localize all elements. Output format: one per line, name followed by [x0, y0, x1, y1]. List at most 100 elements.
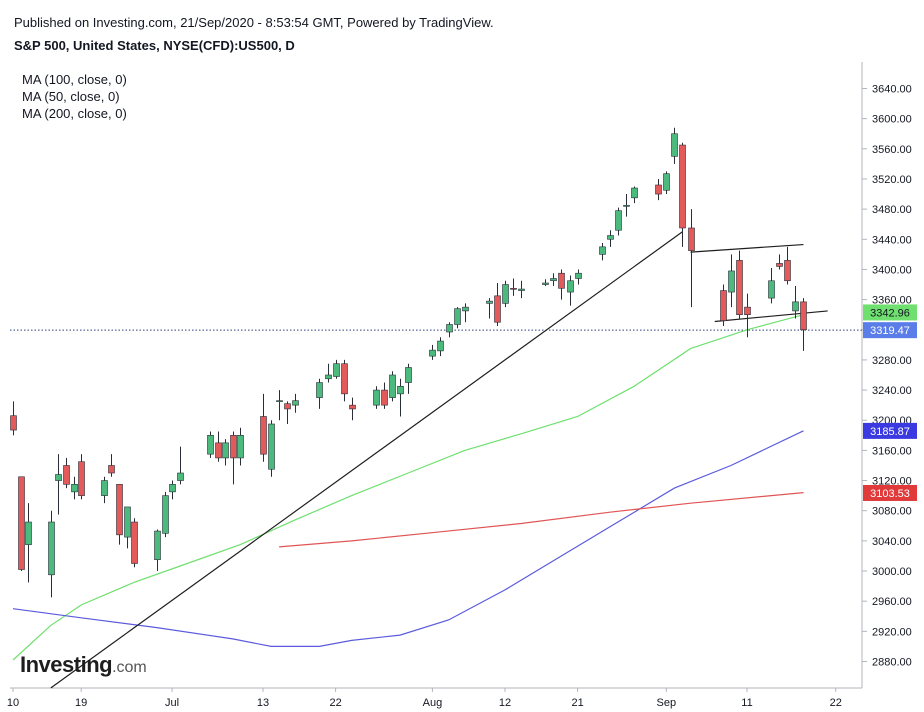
candle: [284, 401, 291, 425]
candle: [405, 363, 412, 394]
candle-body: [688, 227, 695, 251]
candle: [558, 269, 565, 300]
candle: [631, 186, 638, 204]
y-tick-label: 3040.00: [872, 536, 912, 548]
candle-body: [518, 288, 525, 291]
candle-body: [389, 374, 396, 398]
investing-logo: Investing.com: [20, 652, 147, 677]
candle: [510, 278, 517, 296]
legend-ma-200: MA (200, close, 0): [22, 106, 127, 121]
candle-body: [567, 280, 574, 293]
candle-body: [599, 246, 606, 255]
candle-body: [720, 290, 727, 322]
x-tick-label: 10: [7, 697, 19, 709]
candle: [101, 476, 108, 504]
candle: [276, 390, 283, 421]
y-tick-label: 2960.00: [872, 596, 912, 608]
candle-body: [18, 476, 25, 570]
x-tick-label: 22: [830, 697, 842, 709]
candle-body: [177, 472, 184, 481]
y-tick-label: 3560.00: [872, 144, 912, 156]
candle: [744, 293, 751, 338]
price-badge-label: 3319.47: [870, 325, 910, 337]
candle-body: [655, 184, 662, 195]
price-badge: 3342.96: [863, 304, 917, 321]
price-badge-label: 3185.87: [870, 426, 910, 438]
instrument-title: S&P 500, United States, NYSE(CFD):US500,…: [14, 38, 295, 53]
moving-average-line: [12, 430, 804, 648]
candle-body: [63, 465, 70, 485]
candle-body: [341, 363, 348, 395]
y-tick-label: 3400.00: [872, 264, 912, 276]
candle: [494, 283, 501, 326]
candle-body: [48, 521, 55, 576]
candle: [768, 267, 775, 304]
candle-body: [631, 187, 638, 199]
candle: [292, 393, 299, 413]
x-tick-label: Aug: [423, 697, 443, 709]
candle-body: [607, 235, 614, 240]
candle: [720, 284, 727, 326]
candle-body: [215, 442, 222, 459]
candle-body: [78, 461, 85, 496]
candle-body: [325, 374, 332, 380]
candle: [325, 363, 332, 383]
candle: [230, 431, 237, 485]
price-badge-label: 3103.53: [870, 488, 910, 500]
candle: [18, 476, 25, 572]
candle: [207, 431, 214, 458]
candle-body: [502, 284, 509, 304]
candle: [486, 298, 493, 319]
y-tick-label: 3640.00: [872, 84, 912, 96]
y-tick-label: 3000.00: [872, 566, 912, 578]
candle-body: [349, 404, 356, 410]
candle-body: [10, 415, 17, 431]
candle-body: [744, 306, 751, 315]
candle: [169, 480, 176, 500]
time-axis: 10 19 Jul 13 22 Aug 12 21 Sep 11 22: [7, 688, 842, 709]
candle: [397, 378, 404, 417]
candle: [776, 254, 783, 270]
y-tick-label: 3160.00: [872, 445, 912, 457]
price-badge: 3185.87: [863, 422, 917, 439]
candle-body: [101, 480, 108, 496]
candle: [78, 454, 85, 500]
y-tick-label: 2880.00: [872, 657, 912, 669]
candle: [792, 286, 799, 319]
candle-body: [615, 210, 622, 231]
candle: [599, 243, 606, 261]
candle: [116, 484, 123, 545]
x-tick-label: 12: [499, 697, 511, 709]
y-tick-label: 3120.00: [872, 476, 912, 488]
candle: [462, 303, 469, 323]
y-tick-label: 2920.00: [872, 626, 912, 638]
price-badges: 3342.96 3319.47 3185.87 3103.53: [863, 304, 917, 501]
candle-body: [542, 282, 549, 285]
moving-average-line: [279, 492, 804, 548]
y-tick-label: 3280.00: [872, 355, 912, 367]
published-header: Published on Investing.com, 21/Sep/2020 …: [14, 15, 494, 30]
candle: [25, 503, 32, 583]
candle: [575, 269, 582, 285]
candle-body: [25, 521, 32, 545]
candle-body: [429, 349, 436, 357]
candle: [607, 230, 614, 247]
candle: [663, 171, 670, 195]
candle-body: [462, 306, 469, 312]
candle-body: [116, 484, 123, 536]
candle: [671, 127, 678, 164]
candle: [389, 371, 396, 402]
candle: [124, 506, 131, 549]
candle-body: [71, 484, 78, 493]
candle-body: [108, 465, 115, 474]
candle-body: [558, 272, 565, 289]
candle-body: [397, 386, 404, 395]
trendline: [714, 310, 828, 323]
candle-body: [800, 301, 807, 331]
x-tick-label: 19: [75, 697, 87, 709]
candle-body: [373, 389, 380, 406]
y-tick-label: 3520.00: [872, 174, 912, 186]
candle-body: [776, 263, 783, 267]
candle: [48, 510, 55, 598]
x-tick-label: 22: [329, 697, 341, 709]
